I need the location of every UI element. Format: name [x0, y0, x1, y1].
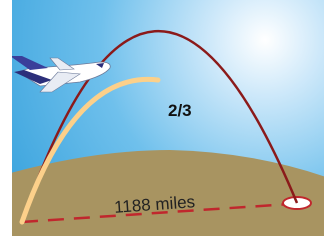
- illustration: 2/3 1188 miles: [0, 0, 335, 250]
- page: 2/3 1188 miles (() => { const data = JSO…: [0, 0, 335, 250]
- fraction-label: 2/3: [168, 101, 192, 120]
- scene: 2/3 1188 miles: [0, 0, 335, 250]
